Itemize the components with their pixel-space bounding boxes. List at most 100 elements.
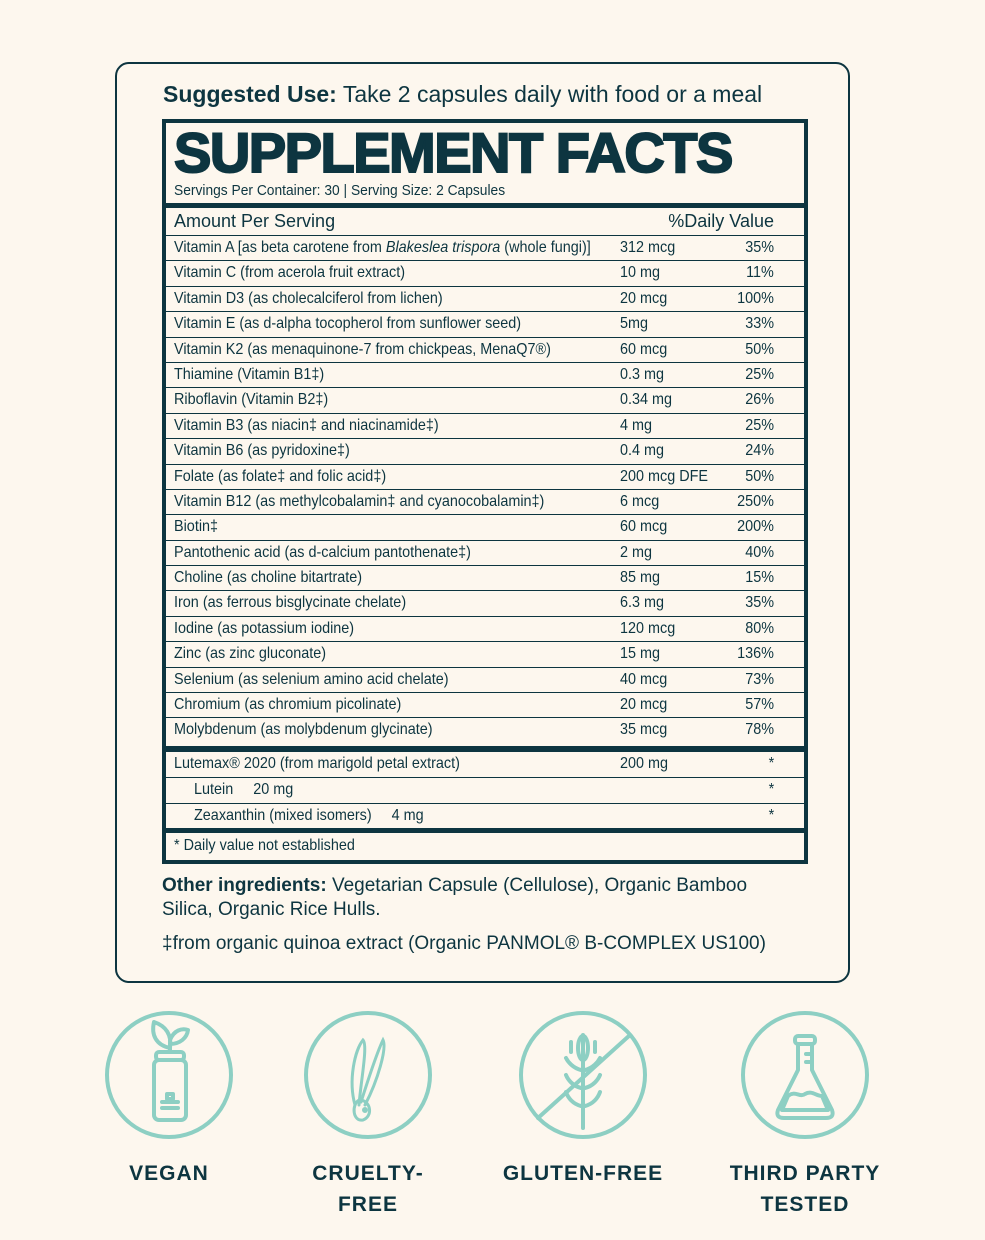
cruelty-free-icon (304, 1011, 432, 1139)
nutrient-amount: 60 mcg (620, 518, 668, 536)
nutrient-name-italic: Blakeslea trispora (385, 239, 501, 256)
nutrient-amount: 15 mg (620, 645, 661, 663)
nutrient-daily-value: 35% (745, 239, 774, 256)
nutrient-name: Vitamin B12 (as methylcobalamin‡ and cya… (174, 492, 545, 510)
divider (166, 746, 804, 752)
nutrient-row: Vitamin C (from acerola fruit extract) 10… (166, 260, 804, 285)
nutrient-daily-value: 25% (745, 365, 774, 383)
nutrient-amount: 2 mg (620, 543, 653, 561)
nutrient-row: Biotin‡ 60 mcg 200% (166, 514, 804, 539)
nutrient-amount: 5mg (620, 315, 649, 333)
divider (166, 203, 804, 208)
nutrient-daily-value: 33% (745, 315, 774, 333)
nutrient-daily-value: 136% (737, 645, 774, 663)
nutrient-row: Vitamin B6 (as pyridoxine‡) 0.4 mg 24% (166, 438, 804, 463)
nutrient-name: Molybdenum (as molybdenum glycinate) (174, 721, 433, 739)
nutrient-row: Lutemax® 2020 (from marigold petal extra… (166, 752, 804, 777)
nutrient-name: Lutein 20 mg (194, 781, 294, 799)
nutrient-row: Riboflavin (Vitamin B2‡) 0.34 mg 26% (166, 387, 804, 412)
nutrient-amount: 60 mcg (620, 340, 668, 358)
nutrient-amount: 40 mcg (620, 670, 668, 688)
badge-label: GLUTEN-FREE (502, 1162, 664, 1185)
nutrient-daily-value: 35% (745, 594, 774, 612)
nutrient-daily-value: 200% (737, 518, 774, 536)
blend-list: Lutemax® 2020 (from marigold petal extra… (166, 752, 804, 828)
nutrient-list: Vitamin A [as beta carotene from Blakesl… (166, 235, 804, 743)
nutrient-daily-value: * (768, 755, 774, 772)
nutrient-daily-value: 25% (745, 416, 774, 434)
nutrient-amount: 200 mg (620, 755, 669, 772)
nutrient-daily-value: 80% (745, 619, 774, 637)
nutrient-name: Vitamin B6 (as pyridoxine‡) (174, 442, 350, 460)
nutrient-row: Lutein 20 mg * (166, 777, 804, 802)
nutrient-name: Choline (as choline bitartrate) (174, 569, 363, 587)
nutrient-row: Vitamin E (as d-alpha tocopherol from su… (166, 311, 804, 336)
nutrient-row: Vitamin D3 (as cholecalciferol from lich… (166, 285, 804, 311)
nutrient-name: Lutemax® 2020 (from marigold petal extra… (174, 755, 460, 772)
nutrient-row: Chromium (as chromium picolinate) 20 mcg 5… (166, 692, 804, 717)
nutrient-name: Pantothenic acid (as d-calcium pantothen… (174, 543, 471, 561)
nutrient-daily-value: 250% (737, 492, 774, 510)
nutrient-name: Chromium (as chromium picolinate) (174, 696, 402, 714)
servings-info: Servings Per Container: 30 | Serving Siz… (174, 182, 506, 199)
nutrient-row: Molybdenum (as molybdenum glycinate) 35 m… (166, 717, 804, 742)
badge-third-party-tested: THIRD PARTY TESTED (705, 1010, 905, 1220)
column-header: Amount Per Serving %Daily Value (174, 211, 774, 231)
nutrient-name: Iodine (as potassium iodine) (174, 619, 355, 637)
nutrient-amount: 0.4 mg (620, 442, 665, 460)
nutrient-amount: 35 mcg (620, 721, 668, 739)
suggested-use: Suggested Use: Take 2 capsules daily wit… (163, 81, 763, 107)
nutrient-row: Iron (as ferrous bisglycinate chelate) 6.… (166, 590, 804, 615)
nutrient-row: Vitamin A [as beta carotene from Blakesl… (166, 235, 804, 260)
footnote: * Daily value not established (174, 837, 355, 854)
facts-title: SUPPLEMENT FACTS (173, 121, 734, 184)
nutrient-name: Riboflavin (Vitamin B2‡) (174, 391, 329, 409)
nutrient-name: Folate (as folate‡ and folic acid‡) (174, 467, 387, 485)
nutrient-daily-value: 11% (746, 264, 774, 282)
badge-vegan: VEGAN (69, 1010, 269, 1189)
badge-label: THIRD PARTY TESTED (729, 1162, 881, 1216)
nutrient-daily-value: * (768, 806, 774, 824)
nutrient-amount: 6.3 mg (620, 594, 665, 612)
nutrient-row: Vitamin B12 (as methylcobalamin‡ and cya… (166, 488, 804, 514)
badge-cruelty-free: CRUELTY- FREE (268, 1010, 468, 1220)
supplement-facts-panel: SUPPLEMENT FACTS Servings Per Container:… (162, 119, 808, 864)
nutrient-amount: 6 mcg (620, 492, 660, 510)
nutrient-daily-value: 50% (745, 467, 774, 485)
nutrient-name-part: (whole fungi)] (500, 239, 591, 256)
nutrient-daily-value: 26% (745, 391, 774, 409)
nutrient-daily-value: * (768, 781, 774, 799)
nutrient-daily-value: 40% (745, 543, 774, 561)
vegan-icon (105, 1011, 233, 1139)
nutrient-daily-value: 24% (745, 442, 774, 460)
nutrient-name: Vitamin K2 (as menaquinone-7 from chickp… (174, 340, 551, 358)
nutrient-name: Vitamin C (from acerola fruit extract) (174, 264, 406, 282)
nutrient-name: Selenium (as selenium amino acid chelate… (174, 670, 449, 688)
nutrient-daily-value: 50% (745, 340, 774, 358)
nutrient-amount: 120 mcg (620, 619, 676, 637)
supplement-card (115, 62, 850, 983)
divider (166, 828, 804, 833)
nutrient-name: Zeaxanthin (mixed isomers) 4 mg (194, 806, 424, 824)
nutrient-amount: 20 mcg (620, 289, 668, 307)
gluten-free-icon (519, 1011, 647, 1139)
nutrient-name: Vitamin D3 (as cholecalciferol from lich… (174, 289, 443, 307)
nutrient-row: Vitamin K2 (as menaquinone-7 from chickp… (166, 336, 804, 362)
nutrient-amount: 20 mcg (620, 696, 668, 714)
nutrient-row: Folate (as folate‡ and folic acid‡) 200 m… (166, 463, 804, 489)
nutrient-amount: 4 mg (620, 416, 653, 434)
nutrient-daily-value: 78% (745, 721, 774, 739)
nutrient-name: Vitamin A [as beta carotene from Blakesl… (174, 236, 591, 259)
nutrient-amount: 85 mg (620, 569, 661, 587)
nutrient-name: Zinc (as zinc gluconate) (174, 645, 327, 663)
nutrient-row: Vitamin B3 (as niacin‡ and niacinamide‡)… (166, 412, 804, 438)
other-ingredients: Other ingredients: Vegetarian Capsule (C… (162, 875, 748, 920)
quinoa-note: ‡from organic quinoa extract (Organic PA… (162, 933, 766, 954)
nutrient-amount: 0.3 mg (620, 365, 665, 383)
nutrient-amount: 200 mcg DFE (620, 467, 709, 485)
badge-label: VEGAN (129, 1162, 209, 1185)
nutrient-daily-value: 100% (737, 289, 774, 307)
nutrient-row: Pantothenic acid (as d-calcium pantothen… (166, 539, 804, 565)
nutrient-daily-value: 57% (745, 696, 774, 714)
nutrient-row: Zinc (as zinc gluconate) 15 mg 136% (166, 641, 804, 666)
